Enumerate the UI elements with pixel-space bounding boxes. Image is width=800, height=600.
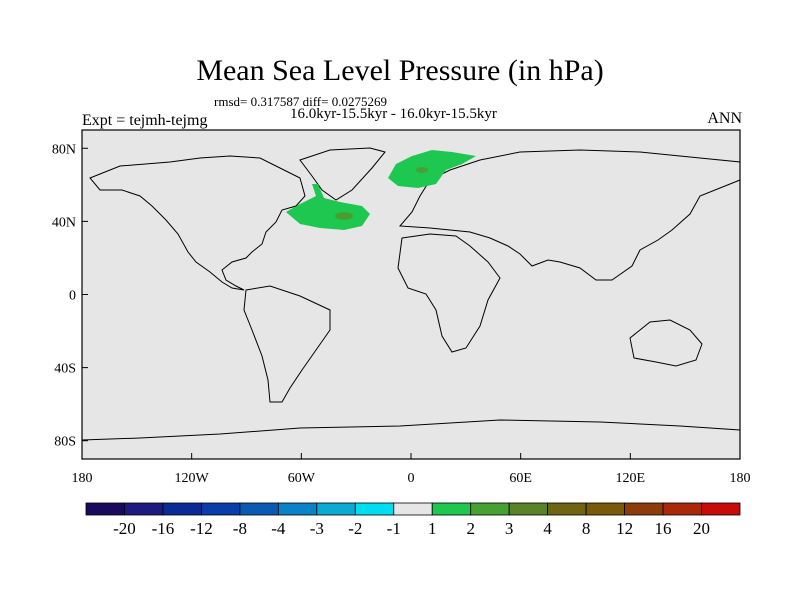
south-america xyxy=(243,285,331,403)
lon-tick-label: 120W xyxy=(175,471,210,486)
anomaly-core-nordic-seas xyxy=(416,167,428,173)
latitude-axis: 80N 40N 0 40S 80S xyxy=(52,142,88,450)
experiment-label: Expt = tejmh-tejmg xyxy=(82,112,208,129)
colorbar: -20 -16 -12 -8 -4 -3 -2 -1 1 2 3 4 8 12 16 20 xyxy=(85,502,741,538)
colorbar-label: 3 xyxy=(505,519,514,538)
lat-tick-label: 0 xyxy=(69,289,76,304)
colorbar-label: -20 xyxy=(113,519,136,538)
colorbar-swatch xyxy=(124,502,164,516)
colorbar-swatch xyxy=(547,502,587,516)
colorbar-swatch xyxy=(85,502,125,516)
coastlines xyxy=(81,147,741,460)
colorbar-swatch xyxy=(354,502,395,516)
season-label: ANN xyxy=(707,110,742,127)
colorbar-label: -3 xyxy=(310,519,324,538)
longitude-axis: 180 120W 60W 0 60E 120E 180 xyxy=(72,453,751,486)
colorbar-swatch xyxy=(431,502,472,516)
colorbar-swatch xyxy=(239,502,279,516)
colorbar-swatch xyxy=(662,502,702,516)
anomaly-core-north-atlantic xyxy=(335,212,353,220)
rmsd-diff-stats: rmsd= 0.317587 diff= 0.0275269 xyxy=(214,94,387,109)
colorbar-label: -4 xyxy=(271,519,286,538)
colorbar-swatch xyxy=(508,502,549,516)
colorbar-label: 16 xyxy=(655,519,672,538)
period-label: 16.0kyr-15.5kyr - 16.0kyr-15.5kyr xyxy=(290,106,497,122)
lon-tick-label: 0 xyxy=(408,471,415,486)
colorbar-swatch xyxy=(585,502,625,516)
colorbar-label: -8 xyxy=(233,519,247,538)
colorbar-label: -1 xyxy=(387,519,401,538)
colorbar-swatch xyxy=(393,502,433,516)
colorbar-label: 8 xyxy=(582,519,591,538)
lat-tick-label: 40S xyxy=(54,362,76,377)
colorbar-label: 4 xyxy=(543,519,552,538)
colorbar-swatch xyxy=(316,502,356,516)
north-america xyxy=(89,155,306,291)
colorbar-label: 12 xyxy=(616,519,633,538)
lat-tick-label: 80N xyxy=(52,142,76,157)
anomaly-nordic-seas xyxy=(388,150,476,188)
colorbar-label: 20 xyxy=(693,519,710,538)
lat-tick-label: 40N xyxy=(52,215,76,230)
colorbar-label: 2 xyxy=(466,519,475,538)
colorbar-swatch xyxy=(624,502,664,516)
colorbar-label: -2 xyxy=(348,519,362,538)
eurasia xyxy=(398,149,741,281)
colorbar-swatch xyxy=(470,502,510,516)
australia xyxy=(629,319,703,367)
colorbar-swatch xyxy=(701,502,741,516)
lon-tick-label: 60E xyxy=(509,471,532,486)
lon-tick-label: 120E xyxy=(616,471,646,486)
greenland xyxy=(299,147,386,201)
colorbar-label: -12 xyxy=(190,519,213,538)
africa xyxy=(397,233,501,353)
colorbar-label: 1 xyxy=(428,519,437,538)
pressure-anomalies xyxy=(286,150,476,230)
colorbar-swatch xyxy=(201,502,241,516)
lat-tick-label: 80S xyxy=(54,435,76,450)
colorbar-swatch xyxy=(162,502,202,516)
colorbar-swatch xyxy=(277,502,318,516)
lon-tick-label: 180 xyxy=(730,471,751,486)
colorbar-label: -16 xyxy=(152,519,175,538)
lon-tick-label: 60W xyxy=(288,471,316,486)
map-title: Mean Sea Level Pressure (in hPa) xyxy=(196,54,604,87)
lon-tick-label: 180 xyxy=(72,471,93,486)
